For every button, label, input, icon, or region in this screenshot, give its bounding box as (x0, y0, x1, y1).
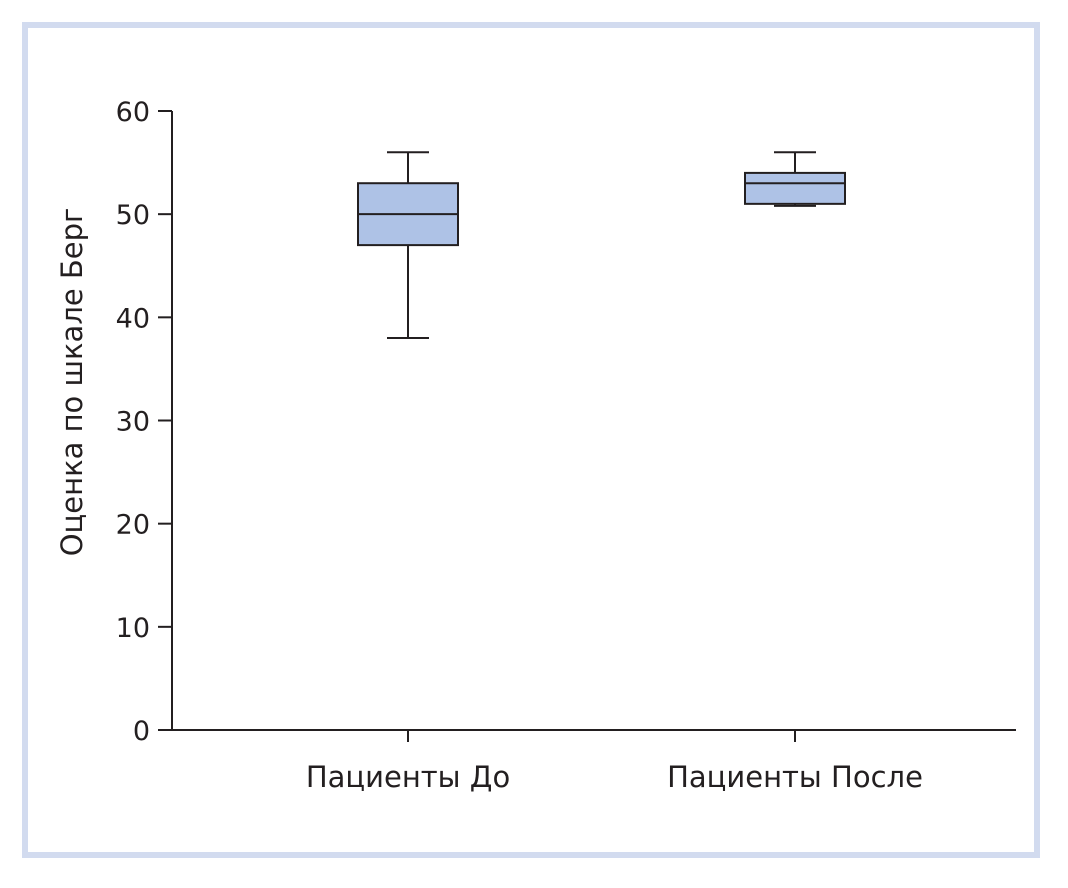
chart-frame (22, 22, 1040, 858)
y-tick-label: 10 (116, 613, 150, 644)
x-category-label: Пациенты После (667, 760, 923, 794)
box-2 (744, 151, 846, 207)
y-tick-label: 60 (116, 97, 150, 128)
x-category-label: Пациенты До (306, 760, 510, 794)
box-1 (357, 151, 459, 339)
y-ticks: 0 10 20 30 40 50 60 (116, 97, 172, 747)
y-tick-label: 40 (116, 303, 150, 334)
iqr-box (744, 171, 846, 205)
y-tick-label: 30 (116, 407, 150, 438)
y-tick-label: 0 (133, 716, 150, 747)
x-categories: Пациенты До Пациенты После (306, 730, 923, 794)
y-axis-title: Оценка по шкале Берг (55, 208, 89, 557)
y-tick-label: 50 (116, 200, 150, 231)
y-tick-label: 20 (116, 510, 150, 541)
boxes (357, 151, 846, 339)
